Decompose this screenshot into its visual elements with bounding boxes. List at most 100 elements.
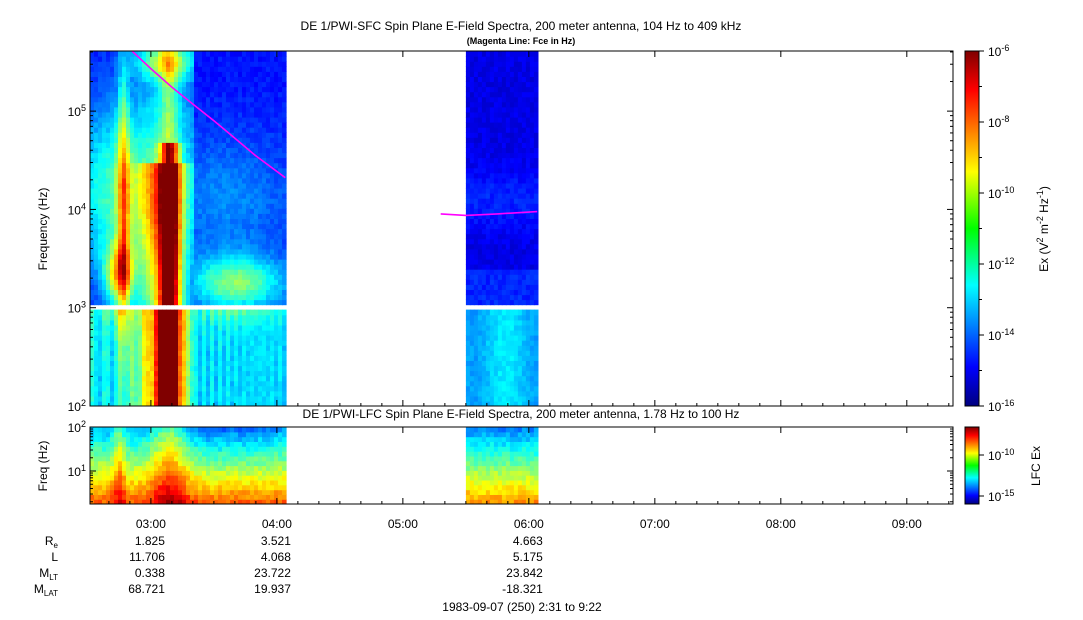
spectrogram-cell: [525, 299, 531, 306]
spectrogram-cell: [493, 167, 499, 174]
spectrogram-cell: [150, 71, 155, 77]
spectrogram-cell: [206, 380, 211, 387]
spectrogram-cell: [469, 370, 475, 377]
spectrogram-cell: [465, 279, 471, 285]
spectrogram-cell: [166, 370, 171, 377]
spectrogram-cell: [246, 370, 251, 377]
spectrogram-cell: [226, 71, 231, 77]
spectrogram-cell: [485, 380, 491, 387]
spectrogram-cell: [174, 101, 179, 108]
lfc-spectrogram-cell: [146, 431, 151, 438]
spectrogram-cell: [186, 289, 191, 296]
spectrogram-cell: [214, 147, 219, 154]
spectrogram-cell: [242, 258, 247, 265]
spectrogram-cell: [274, 345, 279, 351]
spectrogram-cell: [234, 319, 239, 326]
spectrogram-cell: [465, 137, 471, 143]
spectrogram-cell: [130, 96, 135, 103]
spectrogram-cell: [190, 284, 195, 290]
spectrogram-cell: [170, 289, 175, 296]
spectrogram-cell: [469, 253, 475, 260]
spectrogram-cell: [210, 101, 215, 108]
spectrogram-cell: [118, 71, 123, 77]
spectrogram-cell: [226, 264, 231, 270]
spectrogram-cell: [210, 96, 215, 103]
spectrogram-cell: [158, 157, 163, 164]
spectrogram-cell: [513, 127, 519, 133]
spectrogram-cell: [489, 269, 495, 275]
spectrogram-cell: [98, 116, 103, 123]
spectrogram-cell: [477, 228, 483, 235]
spectrogram-cell: [274, 218, 279, 225]
spectrogram-cell: [206, 319, 211, 326]
spectrogram-cell: [170, 101, 175, 108]
spectrogram-cell: [278, 116, 283, 123]
spectrogram-cell: [178, 187, 183, 194]
spectrogram-cell: [278, 375, 283, 382]
spectrogram-cell: [250, 86, 255, 93]
spectrogram-cell: [246, 340, 251, 346]
spectrogram-cell: [162, 289, 167, 296]
spectrogram-cell: [525, 355, 531, 361]
spectrogram-cell: [465, 264, 471, 270]
lfc-spectrogram-cell: [146, 489, 151, 495]
spectrogram-cell: [122, 269, 127, 275]
spectrogram-cell: [497, 243, 503, 250]
lfc-spectrogram-cell: [138, 436, 143, 442]
spectrogram-cell: [505, 380, 511, 387]
spectrogram-cell: [110, 340, 115, 346]
spectrogram-cell: [258, 203, 263, 209]
lfc-spectrogram-cell: [106, 479, 111, 486]
spectrogram-cell: [242, 203, 247, 209]
spectrogram-cell: [266, 122, 271, 128]
spectrogram-cell: [166, 132, 171, 138]
spectrogram-cell: [190, 350, 195, 356]
spectrogram-cell: [218, 238, 223, 245]
spectrogram-cell: [214, 137, 219, 143]
spectrogram-cell: [118, 375, 123, 382]
spectrogram-cell: [150, 86, 155, 93]
spectrogram-cell: [206, 182, 211, 189]
spectrogram-cell: [266, 279, 271, 285]
spectrogram-cell: [114, 172, 119, 179]
spectrogram-cell: [114, 147, 119, 154]
spectrogram-cell: [186, 370, 191, 377]
lfc-spectrogram-cell: [98, 446, 103, 452]
spectrogram-cell: [493, 284, 499, 290]
spectrogram-cell: [182, 116, 187, 123]
lfc-spectrogram-cell: [102, 451, 107, 457]
spectrogram-cell: [102, 375, 107, 382]
spectrogram-cell: [154, 198, 159, 204]
spectrogram-cell: [138, 350, 143, 356]
spectrogram-cell: [110, 187, 115, 194]
spectrogram-cell: [134, 274, 139, 280]
spectrogram-cell: [465, 142, 471, 148]
spectrogram-cell: [262, 335, 267, 341]
spectrogram-cell: [190, 329, 195, 336]
spectrogram-cell: [278, 132, 283, 138]
spectrogram-cell: [194, 182, 199, 189]
spectrogram-cell: [262, 111, 267, 118]
spectrogram-cell: [94, 157, 99, 164]
lfc-spectrogram-cell: [158, 479, 163, 486]
spectrogram-cell: [469, 96, 475, 103]
spectrogram-cell: [501, 91, 507, 98]
spectrogram-cell: [234, 61, 239, 67]
spectrogram-cell: [465, 223, 471, 230]
spectrogram-cell: [469, 91, 475, 98]
spectrogram-cell: [90, 274, 95, 280]
spectrogram-cell: [158, 253, 163, 260]
spectrogram-cell: [521, 91, 527, 98]
spectrogram-cell: [278, 147, 283, 154]
spectrogram-cell: [529, 182, 535, 189]
spectrogram-cell: [266, 66, 271, 72]
spectrogram-cell: [126, 274, 131, 280]
spectrogram-cell: [210, 218, 215, 225]
spectrogram-cell: [134, 294, 139, 301]
spectrogram-cell: [142, 122, 147, 128]
spectrogram-cell: [477, 238, 483, 245]
spectrogram-cell: [469, 299, 475, 306]
spectrogram-cell: [477, 61, 483, 67]
spectrogram-cell: [533, 380, 539, 387]
lfc-spectrogram-cell: [102, 465, 107, 471]
